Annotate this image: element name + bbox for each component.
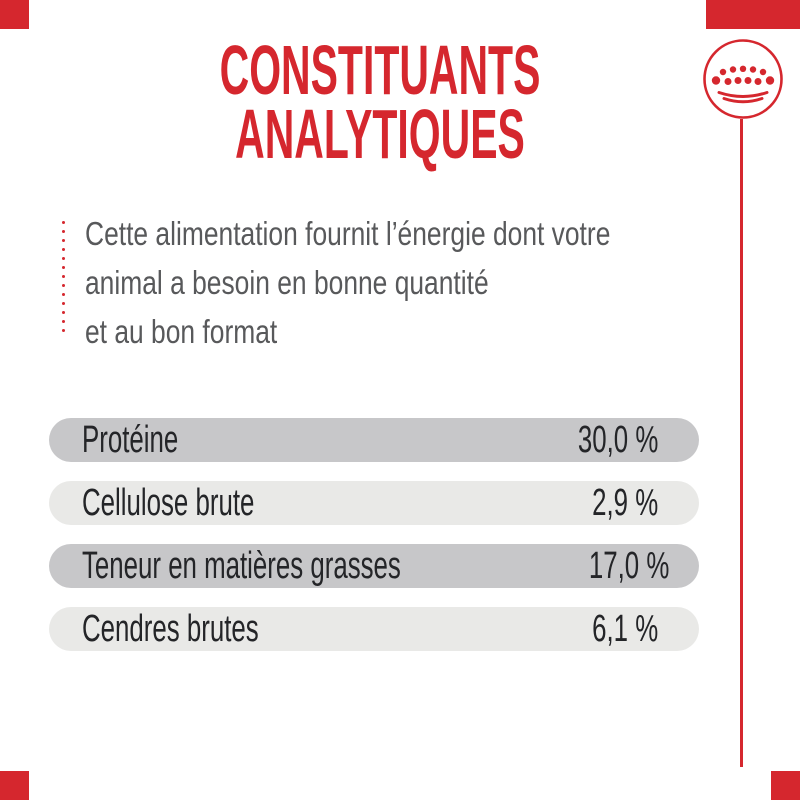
intro-dotted-line: [62, 221, 65, 332]
nutrient-row-fat: Teneur en matières grasses 17,0 %: [49, 544, 699, 588]
corner-mark-top-right: [706, 0, 800, 29]
intro-line-1: Cette alimentation fournit l’énergie don…: [85, 215, 611, 252]
royal-canin-logo: [701, 37, 785, 121]
crown-icon: [703, 39, 783, 119]
nutrient-table: Protéine 30,0 % Cellulose brute 2,9 % Te…: [49, 418, 699, 670]
page-title-line-2: ANALYTIQUES: [235, 95, 525, 173]
corner-mark-bottom-right: [771, 771, 800, 800]
nutrient-value: 17,0 %: [588, 544, 670, 587]
nutrient-value: 6,1 %: [591, 607, 658, 650]
page-title: CONSTITUANTS ANALYTIQUES: [0, 31, 760, 173]
nutrient-label: Cellulose brute: [82, 481, 255, 524]
brand-vertical-line: [740, 119, 743, 767]
nutrient-row-cellulose: Cellulose brute 2,9 %: [49, 481, 699, 525]
corner-mark-bottom-left: [0, 771, 29, 800]
intro-paragraph: Cette alimentation fournit l’énergie don…: [85, 209, 742, 356]
nutrient-row-ash: Cendres brutes 6,1 %: [49, 607, 699, 651]
intro-line-3: et au bon format: [85, 313, 278, 350]
nutrient-label: Protéine: [82, 418, 179, 461]
nutrient-value: 2,9 %: [591, 481, 658, 524]
page-title-line-1: CONSTITUANTS: [219, 31, 541, 109]
nutrient-row-protein: Protéine 30,0 %: [49, 418, 699, 462]
corner-mark-top-left: [0, 0, 29, 29]
nutrient-label: Cendres brutes: [82, 607, 259, 650]
intro-line-2: animal a besoin en bonne quantité: [85, 264, 489, 301]
nutrient-label: Teneur en matières grasses: [82, 544, 401, 587]
nutrient-value: 30,0 %: [577, 418, 658, 461]
